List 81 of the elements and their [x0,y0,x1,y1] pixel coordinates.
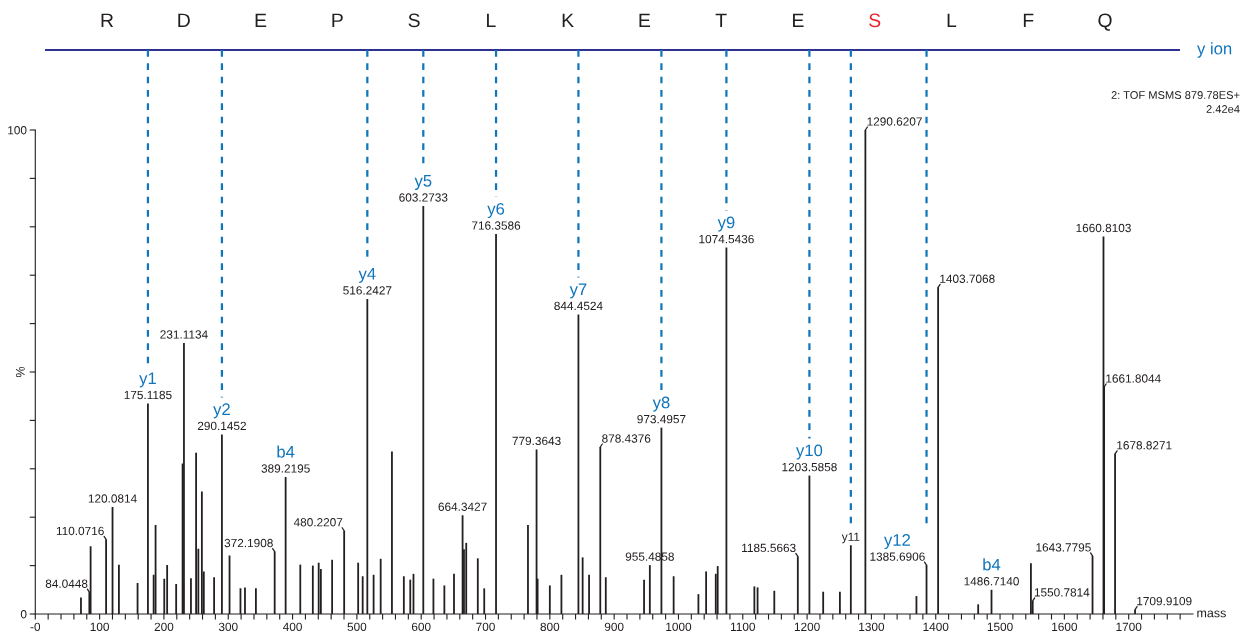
x-tick-label: 300 [218,622,238,631]
category-label: E [793,13,804,28]
annotation: 84.0448 [45,579,88,588]
x-tick-label: 600 [411,622,431,631]
annotation: 1185.5663 [742,543,796,553]
annotation: 516.2427 [343,286,392,295]
annotation: 231.1134 [160,330,208,339]
annotation: 1643.7795 [1036,543,1091,552]
x-tick-label: 1100 [730,622,756,631]
category-label: T [715,13,727,28]
annotation: 973.4957 [637,414,686,424]
text: y ion [1197,42,1232,58]
x-tick-label: 900 [604,622,624,631]
annotation: 480.2207 [293,518,343,527]
annotation: y4 [358,267,376,283]
annotation: y2 [213,403,230,419]
x-tick-label: 500 [347,622,367,631]
annotation: 1660.8103 [1076,223,1131,233]
x-tick-label: 1300 [859,622,885,631]
annotation: 878.4376 [602,434,651,443]
category-label: P [332,13,343,28]
category-label: S [408,13,420,28]
annotation: y9 [717,216,735,232]
x-tick-label: 700 [476,622,495,631]
x-tick-label: 1000 [666,622,692,631]
annotation: y11 [841,532,860,544]
annotation: y5 [414,175,432,190]
annotation: y8 [652,396,670,412]
annotation: y6 [487,202,505,219]
category-label: E [639,13,651,28]
annotation: 1385.6906 [870,552,925,561]
annotation: 389.2195 [261,464,310,473]
annotation: 120.0814 [88,494,137,503]
category-label: L [947,13,957,28]
text: 2: TOF MSMS 879.78ES+ [1111,91,1240,99]
x-tick-label: -0 [30,622,41,631]
category-label: F [1023,13,1034,28]
annotation: 716.3586 [472,221,521,230]
x-tick-label: 200 [154,622,174,631]
category-label: L [487,13,496,28]
category-label: K [562,13,574,28]
category-label: Q [1098,13,1112,31]
category-label: E [255,13,267,28]
annotation: 1661.8044 [1106,374,1161,383]
x-tick-label: 400 [282,622,302,631]
x-tick-label: 800 [540,622,560,631]
annotation: 372.1908 [224,538,273,548]
annotation: 603.2733 [399,193,448,202]
annotation: y12 [884,534,910,550]
category-label: S [869,13,881,28]
annotation: y7 [569,283,587,299]
x-tick-label: 1500 [987,622,1013,631]
y-tick-label: 0 [20,610,27,619]
annotation: 1678.8271 [1117,441,1172,450]
annotation: 290.1452 [197,421,246,431]
y-axis-title: % [15,366,25,378]
x-axis-title: mass [1197,610,1226,618]
annotation: 844.4524 [554,301,603,311]
annotation: b4 [983,558,1001,571]
annotation: 110.0716 [56,526,104,536]
category-label: R [101,13,114,28]
annotation: y1 [139,372,156,388]
x-tick-label: 1200 [794,622,820,631]
text: 2.42e4 [1206,105,1240,113]
annotation: b4 [277,445,295,458]
x-tick-label: 1700 [1116,622,1142,631]
annotation: 1403.7068 [940,274,995,283]
annotation: 175.1185 [124,390,172,400]
annotation: 779.3643 [512,436,561,446]
annotation: 1203.5858 [782,462,837,472]
x-tick-label: 100 [90,622,109,631]
x-tick-label: 1400 [923,622,949,631]
annotation: y10 [796,444,823,460]
annotation: 1074.5436 [699,234,754,244]
annotation: 1290.6207 [867,117,922,126]
annotation: 1550.7814 [1034,588,1090,597]
annotation: 664.3427 [438,502,487,511]
annotation: 1709.9109 [1137,596,1192,606]
annotation: 1486.7140 [964,577,1019,586]
x-tick-label: 1600 [1052,622,1078,631]
category-label: D [178,13,190,28]
